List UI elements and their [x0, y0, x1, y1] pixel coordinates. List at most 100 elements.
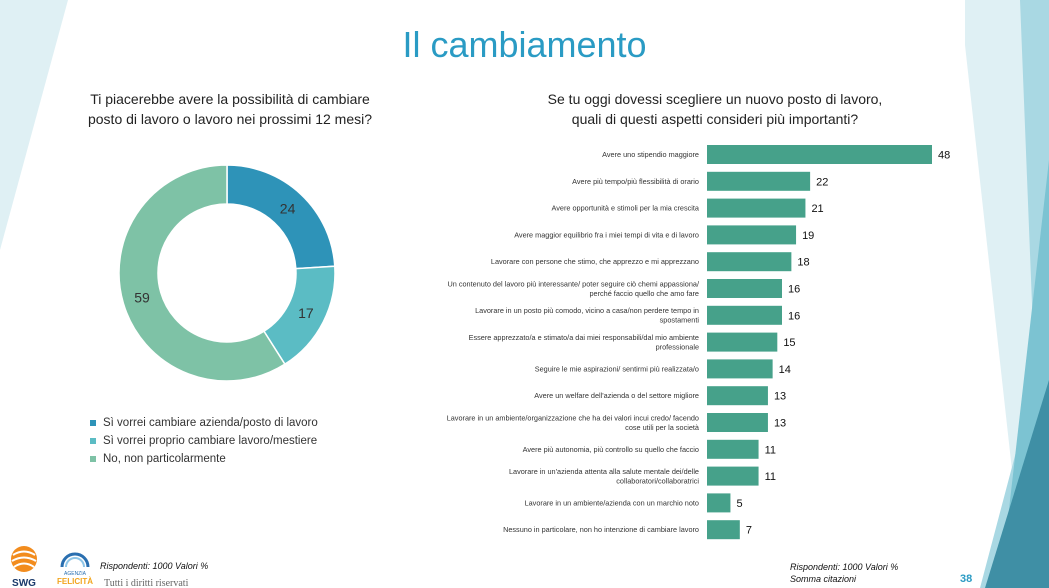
footer-right-line1: Rispondenti: 1000 Valori % — [790, 562, 899, 572]
bar-category-line: Lavorare in un ambiente/organizzazione c… — [447, 413, 699, 422]
bar-category-line: Lavorare con persone che stimo, che appr… — [491, 257, 699, 266]
bar-value-12: 11 — [765, 444, 776, 456]
bar-category-line: cose utili per la società — [625, 423, 700, 432]
bar-category-line: Avere più tempo/più flessibilità di orar… — [572, 177, 699, 186]
legend-label-2: Sì vorrei proprio cambiare lavoro/mestie… — [103, 435, 318, 447]
bar-category-4: Avere maggior equilibrio fra i miei temp… — [514, 230, 699, 239]
question-right: Se tu oggi dovessi scegliere un nuovo po… — [520, 89, 910, 129]
felicita-logo-small: AGENZIA — [64, 571, 87, 577]
question-left-line2: posto di lavoro o lavoro nei prossimi 12… — [87, 111, 373, 127]
bar-12 — [707, 439, 759, 459]
bar-category-line: Lavorare in un ambiente/azienda con un m… — [525, 498, 699, 507]
bar-category-line: Un contenuto del lavoro più interessante… — [448, 279, 700, 288]
legend-item-2: Sì vorrei proprio cambiare lavoro/mestie… — [90, 432, 318, 450]
bar-category-2: Avere più tempo/più flessibilità di orar… — [572, 177, 699, 186]
bar-category-line: Essere apprezzato/a e stimato/a dai miei… — [469, 333, 699, 342]
bar-category-line: collaboratori/collaboratrici — [616, 476, 699, 485]
felicita-logo: AGENZIA FELICITÀ — [57, 552, 93, 586]
donut-slice-1 — [226, 164, 336, 270]
bar-category-line: spostamenti — [660, 316, 700, 325]
bar-category-line: Lavorare in un posto più comodo, vicino … — [475, 306, 699, 315]
bar-category-line: Seguire le mie aspirazioni/ sentirmi più… — [535, 364, 699, 373]
bar-category-10: Avere un welfare dell'azienda o del sett… — [534, 391, 699, 400]
bar-category-line: Avere opportunità e stimoli per la mia c… — [552, 204, 700, 213]
bar-category-13: Lavorare in un'azienda attenta alla salu… — [509, 467, 699, 486]
bar-2 — [707, 171, 811, 191]
felicita-logo-text: FELICITÀ — [57, 577, 93, 586]
bar-value-11: 13 — [774, 418, 786, 430]
deco-right-dark — [985, 380, 1049, 588]
bar-value-13: 11 — [765, 471, 776, 483]
donut-slice-label-1: 24 — [280, 200, 296, 216]
rights-notice: Tutti i diritti riservati — [104, 578, 189, 588]
page-title: Il cambiamento — [402, 24, 647, 65]
bar-category-14: Lavorare in un ambiente/azienda con un m… — [525, 498, 699, 507]
donut-slice-label-2: 17 — [298, 305, 314, 321]
bar-value-7: 16 — [788, 310, 800, 322]
bar-value-3: 21 — [811, 203, 823, 215]
donut-slice-3 — [118, 164, 286, 382]
footer-right-line2: Somma citazioni — [790, 574, 857, 584]
bar-category-line: Avere uno stipendio maggiore — [602, 150, 699, 159]
page-number: 38 — [960, 573, 973, 585]
bar-category-line: Avere un welfare dell'azienda o del sett… — [534, 391, 699, 400]
legend-swatch-2 — [90, 438, 96, 444]
donut-slice-label-3: 59 — [134, 290, 150, 306]
bar-category-line: Avere maggior equilibrio fra i miei temp… — [514, 230, 699, 239]
bar-11 — [707, 413, 768, 432]
bar-value-1: 48 — [938, 150, 950, 162]
bar-category-9: Seguire le mie aspirazioni/ sentirmi più… — [535, 364, 699, 373]
legend-swatch-3 — [90, 456, 96, 462]
bar-8 — [707, 332, 778, 352]
bar-15 — [707, 520, 740, 540]
bar-category-line: perché faccio quello che amo fare — [589, 289, 699, 298]
bar-category-line: Avere più autonomia, più controllo su qu… — [523, 445, 699, 454]
deco-left-pale — [0, 0, 68, 250]
bar-category-1: Avere uno stipendio maggiore — [602, 150, 699, 159]
bar-category-15: Nessuno in particolare, non ho intenzion… — [503, 525, 699, 534]
legend-item-3: No, non particolarmente — [90, 450, 318, 468]
question-right-line2: quali di questi aspetti consideri più im… — [571, 111, 859, 127]
bar-5 — [707, 252, 792, 272]
bar-category-6: Un contenuto del lavoro più interessante… — [448, 279, 700, 298]
bar-7 — [707, 305, 782, 325]
bar-value-14: 5 — [736, 498, 742, 510]
bar-1 — [707, 145, 932, 164]
donut-legend: Sì vorrei cambiare azienda/posto di lavo… — [90, 414, 318, 468]
bar-chart: 48 Avere uno stipendio maggiore 22 Avere pi… — [447, 145, 950, 540]
bar-13 — [707, 466, 759, 486]
bar-category-line: Lavorare in un'azienda attenta alla salu… — [509, 467, 699, 476]
bar-value-4: 19 — [802, 230, 814, 242]
bar-category-3: Avere opportunità e stimoli per la mia c… — [552, 204, 700, 213]
question-left-line1: Ti piacerebbe avere la possibilità di ca… — [90, 91, 370, 107]
bar-3 — [707, 198, 806, 218]
footer-respondents-right: Rispondenti: 1000 Valori % Somma citazio… — [790, 561, 898, 585]
bar-category-line: professionale — [656, 342, 699, 351]
bar-9 — [707, 359, 773, 379]
swg-logo-text: SWG — [12, 578, 36, 588]
bar-category-5: Lavorare con persone che stimo, che appr… — [491, 257, 699, 266]
bar-value-9: 14 — [779, 364, 791, 376]
bar-value-10: 13 — [774, 391, 786, 403]
bar-category-12: Avere più autonomia, più controllo su qu… — [523, 445, 699, 454]
bar-14 — [707, 493, 731, 513]
donut-chart: 24 17 59 — [118, 164, 336, 382]
question-right-line1: Se tu oggi dovessi scegliere un nuovo po… — [547, 91, 883, 107]
bar-category-7: Lavorare in un posto più comodo, vicino … — [475, 306, 699, 325]
bar-category-8: Essere apprezzato/a e stimato/a dai miei… — [469, 333, 699, 352]
bar-6 — [707, 279, 782, 298]
bar-10 — [707, 386, 768, 406]
legend-label-3: No, non particolarmente — [103, 453, 226, 465]
bar-value-6: 16 — [788, 284, 800, 296]
bar-category-line: Nessuno in particolare, non ho intenzion… — [503, 525, 699, 534]
legend-label-1: Sì vorrei cambiare azienda/posto di lavo… — [103, 417, 318, 429]
legend-item-1: Sì vorrei cambiare azienda/posto di lavo… — [90, 414, 318, 432]
swg-logo: SWG — [11, 546, 37, 588]
footer-respondents-left: Rispondenti: 1000 Valori % — [100, 561, 209, 571]
bar-value-5: 18 — [797, 257, 809, 269]
bar-value-8: 15 — [783, 337, 795, 349]
bar-category-11: Lavorare in un ambiente/organizzazione c… — [447, 413, 700, 432]
legend-swatch-1 — [90, 420, 96, 426]
